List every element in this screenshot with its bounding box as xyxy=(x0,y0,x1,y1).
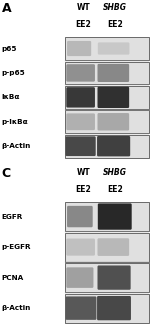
Text: EE2: EE2 xyxy=(75,20,91,29)
FancyBboxPatch shape xyxy=(66,296,96,320)
Text: EE2: EE2 xyxy=(75,185,91,194)
Text: EE2: EE2 xyxy=(107,185,123,194)
FancyBboxPatch shape xyxy=(66,267,93,288)
FancyBboxPatch shape xyxy=(97,296,131,320)
Text: p-EGFR: p-EGFR xyxy=(2,244,31,250)
Text: EE2: EE2 xyxy=(107,20,123,29)
FancyBboxPatch shape xyxy=(97,136,130,156)
FancyBboxPatch shape xyxy=(66,64,95,82)
FancyBboxPatch shape xyxy=(66,239,95,256)
Text: β-Actin: β-Actin xyxy=(2,305,31,311)
Text: WT: WT xyxy=(76,3,90,12)
FancyBboxPatch shape xyxy=(98,203,132,230)
FancyBboxPatch shape xyxy=(67,41,91,56)
FancyBboxPatch shape xyxy=(98,265,131,290)
FancyBboxPatch shape xyxy=(66,136,96,156)
FancyBboxPatch shape xyxy=(98,238,129,256)
FancyBboxPatch shape xyxy=(66,87,95,108)
Text: EGFR: EGFR xyxy=(2,214,23,219)
Text: WT: WT xyxy=(76,168,90,177)
Text: p-IκBα: p-IκBα xyxy=(2,119,28,125)
Bar xyxy=(64,263,149,292)
FancyBboxPatch shape xyxy=(98,43,129,54)
Text: SHBG: SHBG xyxy=(103,168,127,177)
Text: p65: p65 xyxy=(2,46,17,51)
Text: A: A xyxy=(2,2,11,15)
Text: IκBα: IκBα xyxy=(2,94,20,100)
Bar xyxy=(64,110,149,133)
FancyBboxPatch shape xyxy=(67,206,93,227)
Bar xyxy=(64,202,149,231)
FancyBboxPatch shape xyxy=(98,87,129,108)
FancyBboxPatch shape xyxy=(98,113,129,130)
Text: p-p65: p-p65 xyxy=(2,70,25,76)
Text: SHBG: SHBG xyxy=(103,3,127,12)
Bar xyxy=(64,294,149,322)
Text: PCNA: PCNA xyxy=(2,275,24,280)
FancyBboxPatch shape xyxy=(66,114,95,130)
Bar xyxy=(64,233,149,261)
Bar xyxy=(64,86,149,109)
Text: C: C xyxy=(2,167,11,180)
Text: β-Actin: β-Actin xyxy=(2,143,31,149)
Bar xyxy=(64,37,149,60)
Bar xyxy=(64,135,149,157)
FancyBboxPatch shape xyxy=(98,64,129,82)
Bar xyxy=(64,61,149,84)
